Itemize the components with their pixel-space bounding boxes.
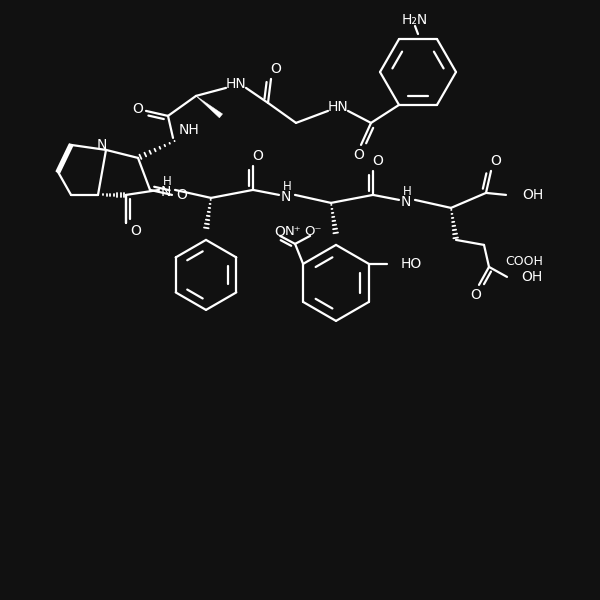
Text: O: O	[253, 149, 263, 163]
Text: N: N	[97, 138, 107, 152]
Text: N: N	[161, 185, 171, 199]
Text: OH: OH	[522, 188, 543, 202]
Text: HN: HN	[226, 77, 247, 91]
Text: O: O	[275, 225, 286, 239]
Text: OH: OH	[521, 270, 542, 284]
Text: O: O	[176, 188, 187, 202]
Text: H₂N: H₂N	[402, 13, 428, 27]
Text: O: O	[470, 288, 481, 302]
Text: COOH: COOH	[505, 256, 543, 268]
Text: N: N	[281, 190, 291, 204]
Text: O: O	[131, 224, 142, 238]
Text: O: O	[133, 102, 143, 116]
Text: O⁻: O⁻	[304, 226, 322, 238]
Text: H: H	[163, 175, 172, 188]
Text: HO: HO	[401, 257, 422, 271]
Text: HN: HN	[328, 100, 349, 114]
Polygon shape	[196, 96, 223, 118]
Text: N: N	[401, 195, 411, 209]
Text: H: H	[403, 185, 412, 199]
Text: NH: NH	[179, 123, 199, 137]
Text: O: O	[271, 62, 281, 76]
Text: N⁺: N⁺	[285, 226, 301, 238]
Text: O: O	[373, 154, 383, 168]
Text: H: H	[283, 181, 292, 193]
Text: O: O	[353, 148, 364, 162]
Text: O: O	[491, 154, 502, 168]
